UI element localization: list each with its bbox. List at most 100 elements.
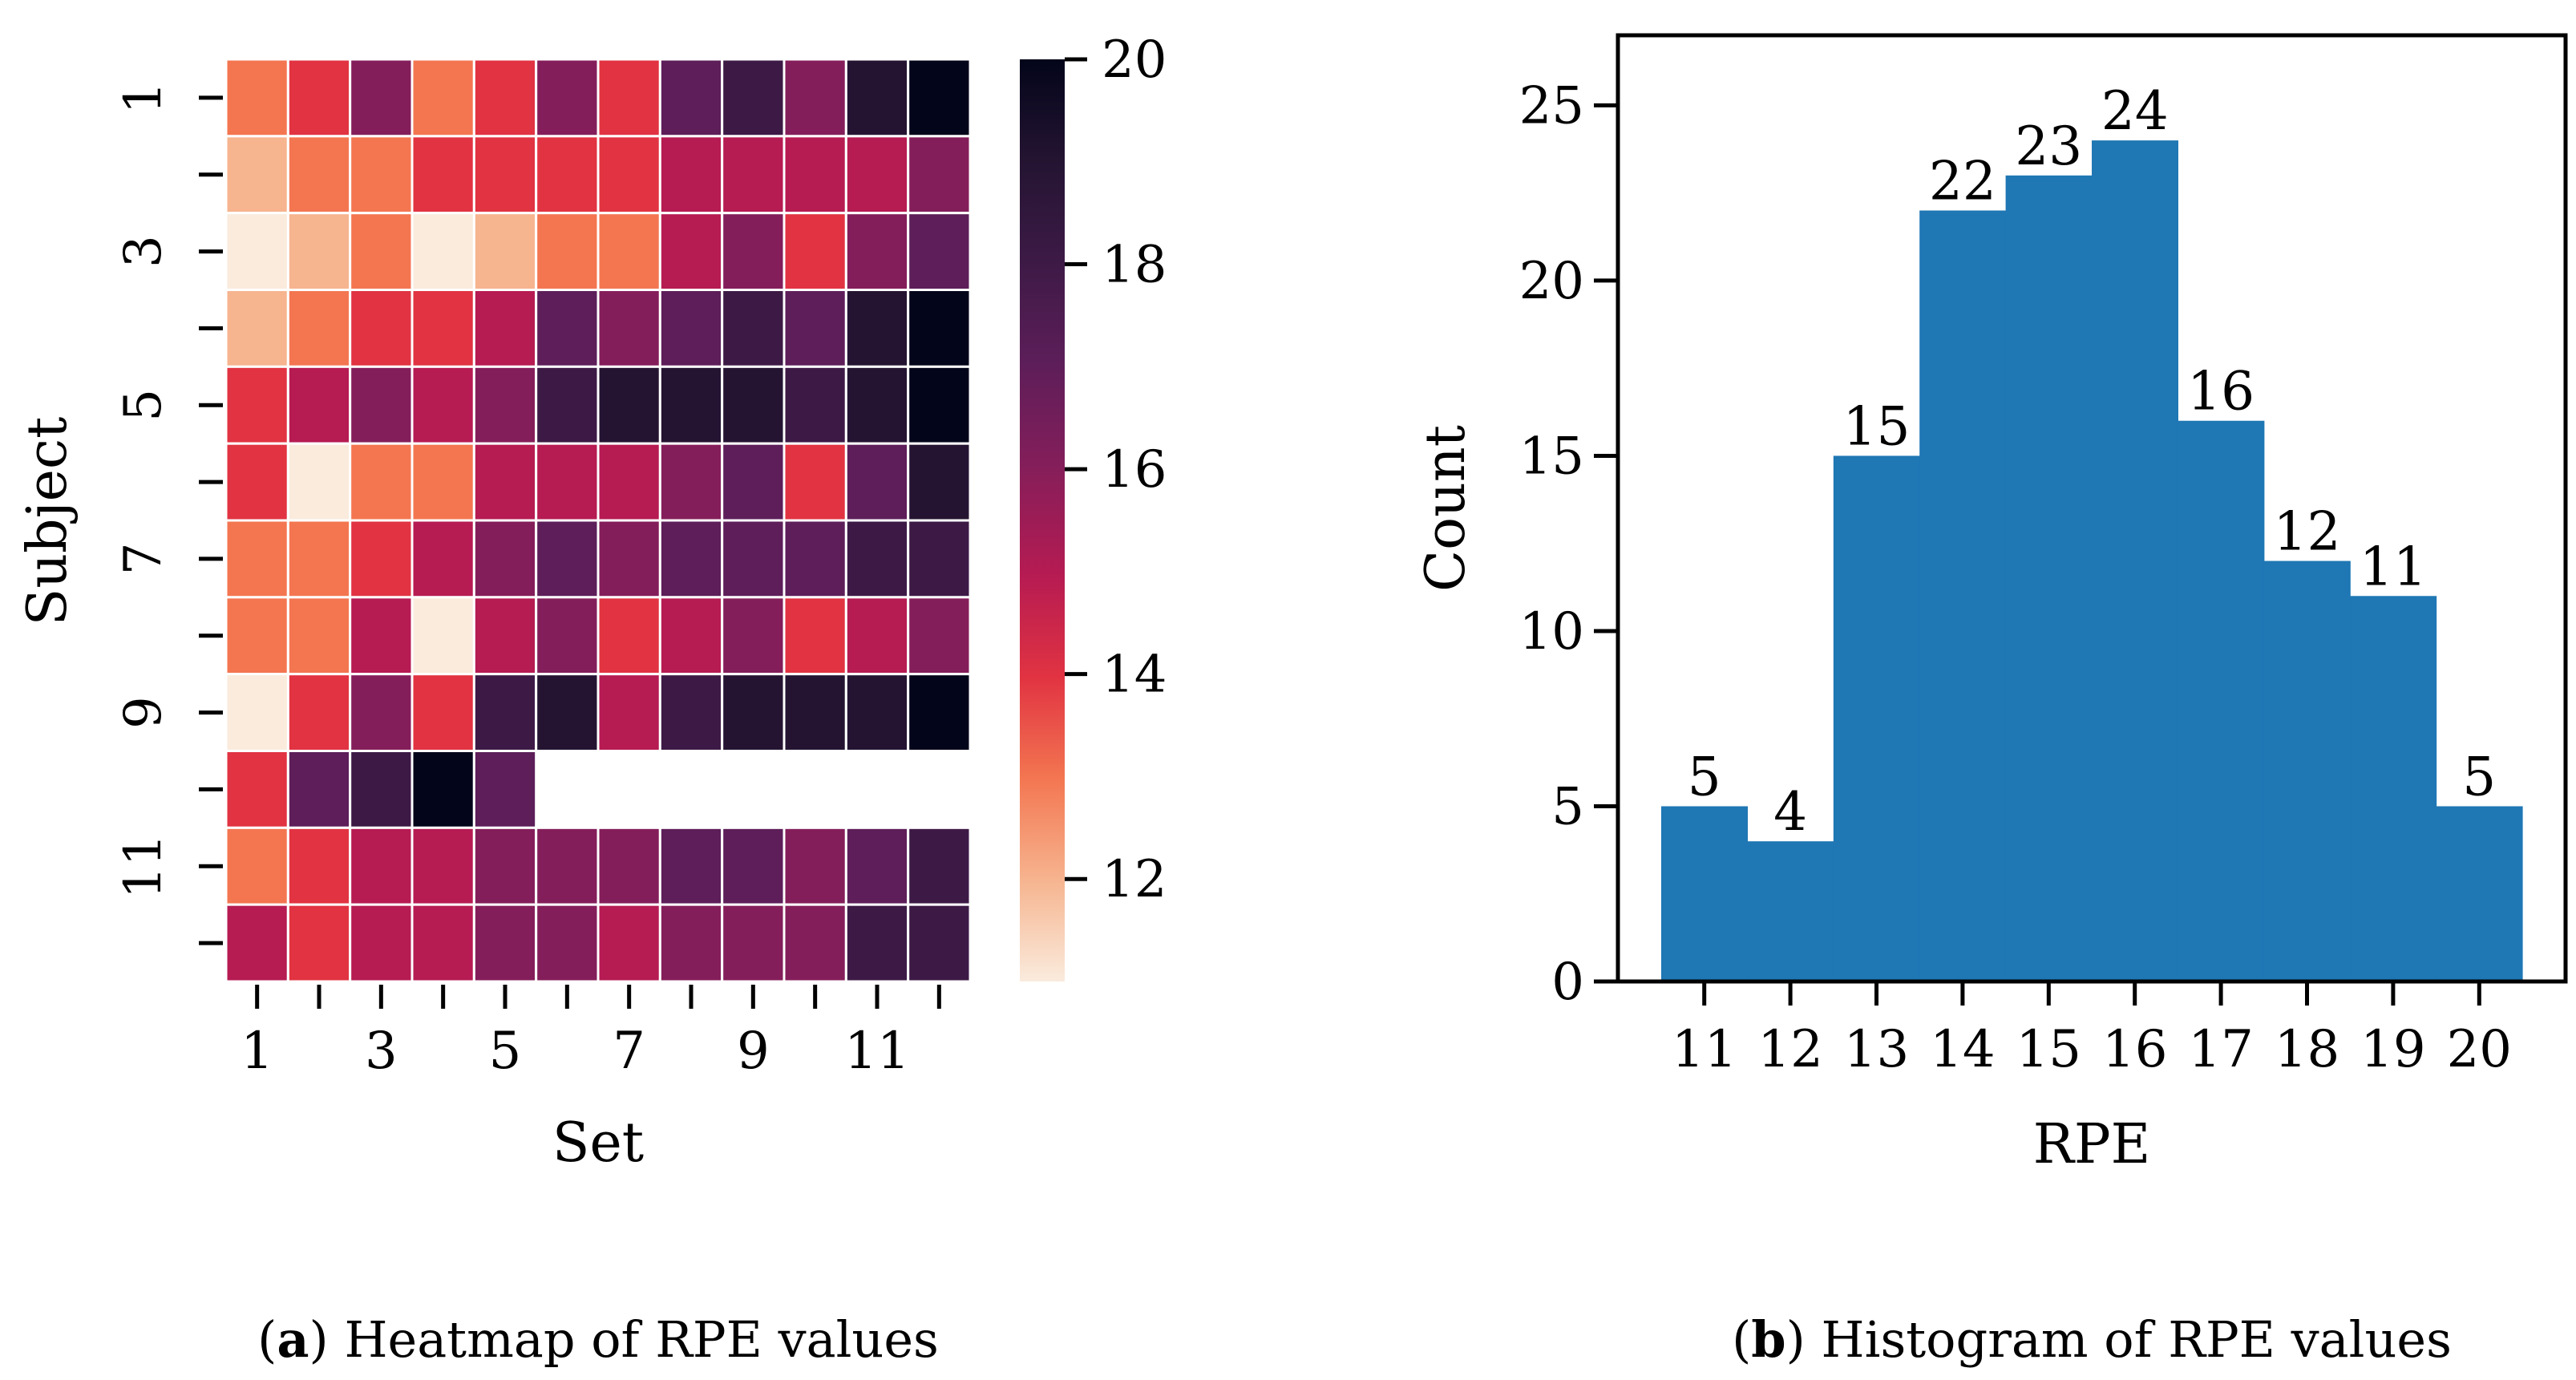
heatmap-cell — [536, 136, 598, 213]
histogram-data-label: 15 — [1843, 395, 1911, 457]
heatmap-cell — [846, 213, 908, 290]
heatmap-cells — [226, 59, 970, 981]
colorbar-tick-label: 18 — [1102, 236, 1167, 295]
heatmap-y-tick-label: 7 — [114, 543, 173, 576]
caption-b: (b) Histogram of RPE values — [1732, 1310, 2452, 1369]
heatmap-cell — [288, 520, 350, 597]
histogram-data-label: 16 — [2187, 361, 2255, 423]
heatmap-x-tick-label: 5 — [489, 1022, 522, 1081]
colorbar-tick-label: 12 — [1102, 850, 1167, 909]
heatmap-cell — [536, 904, 598, 981]
heatmap-cell — [226, 213, 288, 290]
heatmap-cell — [908, 290, 970, 367]
heatmap-x-label: Set — [552, 1111, 644, 1175]
heatmap-cell — [288, 597, 350, 674]
heatmap-cell — [350, 136, 412, 213]
heatmap-cell — [474, 520, 536, 597]
heatmap-cell — [908, 59, 970, 136]
heatmap-cell — [226, 136, 288, 213]
heatmap-cell — [412, 213, 474, 290]
heatmap-cell — [288, 443, 350, 520]
heatmap-cell — [908, 597, 970, 674]
heatmap-cell — [474, 136, 536, 213]
heatmap-cell — [846, 59, 908, 136]
histogram-bar — [1919, 211, 2006, 981]
colorbar-tick-label: 20 — [1102, 30, 1167, 90]
caption-b-letter: b — [1751, 1310, 1785, 1369]
histogram-x-tick-label: 13 — [1844, 1020, 1909, 1079]
caption-b-text: Histogram of RPE values — [1822, 1310, 2452, 1369]
heatmap-y-tick-label: 3 — [114, 235, 173, 268]
heatmap-cell — [908, 136, 970, 213]
heatmap-cell — [350, 443, 412, 520]
heatmap-cell — [350, 597, 412, 674]
heatmap-cell — [722, 443, 784, 520]
heatmap-cell — [660, 443, 722, 520]
heatmap-cell — [846, 904, 908, 981]
heatmap-y-tick-label: 1 — [114, 82, 173, 115]
heatmap-cell — [536, 290, 598, 367]
heatmap-cell — [288, 213, 350, 290]
heatmap-x-tick-label: 7 — [613, 1022, 645, 1081]
heatmap-cell — [908, 520, 970, 597]
heatmap-cell — [288, 59, 350, 136]
heatmap-cell — [846, 597, 908, 674]
heatmap-cell — [350, 213, 412, 290]
heatmap-cell — [784, 136, 846, 213]
heatmap-cell — [288, 751, 350, 828]
heatmap-cell — [908, 904, 970, 981]
heatmap-cell — [412, 597, 474, 674]
histogram-bar — [2178, 421, 2264, 981]
heatmap-cell — [350, 904, 412, 981]
heatmap-cell — [226, 290, 288, 367]
histogram-data-label: 12 — [2274, 501, 2341, 563]
heatmap-cell — [226, 366, 288, 443]
heatmap-cell — [846, 828, 908, 904]
heatmap-cell — [660, 597, 722, 674]
heatmap-cell — [784, 597, 846, 674]
heatmap-cell — [536, 59, 598, 136]
heatmap-cell — [288, 136, 350, 213]
heatmap-cell — [660, 904, 722, 981]
caption-a-text: Heatmap of RPE values — [344, 1310, 938, 1369]
histogram-bar — [1834, 455, 1920, 981]
heatmap-cell — [226, 520, 288, 597]
heatmap-cell — [660, 213, 722, 290]
heatmap-y-tick-label: 9 — [114, 696, 173, 729]
histogram-y-tick-label: 10 — [1519, 602, 1584, 662]
heatmap-cell — [722, 904, 784, 981]
heatmap-cell — [660, 59, 722, 136]
histogram-x-tick-label: 15 — [2016, 1020, 2081, 1079]
colorbar-ticks: 1214161820 — [1065, 30, 1167, 909]
heatmap-cell — [474, 443, 536, 520]
heatmap-cell — [412, 59, 474, 136]
histogram-y-tick-label: 20 — [1519, 252, 1584, 311]
heatmap-cell — [660, 290, 722, 367]
heatmap-cell — [598, 520, 660, 597]
heatmap-cell — [784, 828, 846, 904]
heatmap-cell — [412, 290, 474, 367]
heatmap-cell — [846, 366, 908, 443]
heatmap-cell — [784, 366, 846, 443]
heatmap-x-tick-label: 9 — [737, 1022, 770, 1081]
heatmap-cell — [350, 828, 412, 904]
heatmap-cell — [474, 674, 536, 751]
heatmap-x-ticks: 1 3 5 7 9 11 — [241, 985, 939, 1081]
histogram-y-tick-label: 25 — [1519, 76, 1584, 136]
heatmap-cell — [288, 290, 350, 367]
histogram-y-ticks: 0510152025 — [1519, 76, 1616, 1012]
histogram-x-tick-label: 12 — [1757, 1020, 1822, 1079]
heatmap-cell — [660, 674, 722, 751]
heatmap-cell — [412, 674, 474, 751]
heatmap-x-tick-label: 11 — [844, 1022, 909, 1081]
heatmap-cell — [536, 674, 598, 751]
heatmap-cell — [536, 828, 598, 904]
heatmap-cell — [474, 290, 536, 367]
heatmap-cell — [784, 213, 846, 290]
heatmap-cell — [722, 136, 784, 213]
colorbar-tick-label: 16 — [1102, 440, 1167, 500]
heatmap-cell — [350, 674, 412, 751]
heatmap-cell — [536, 520, 598, 597]
